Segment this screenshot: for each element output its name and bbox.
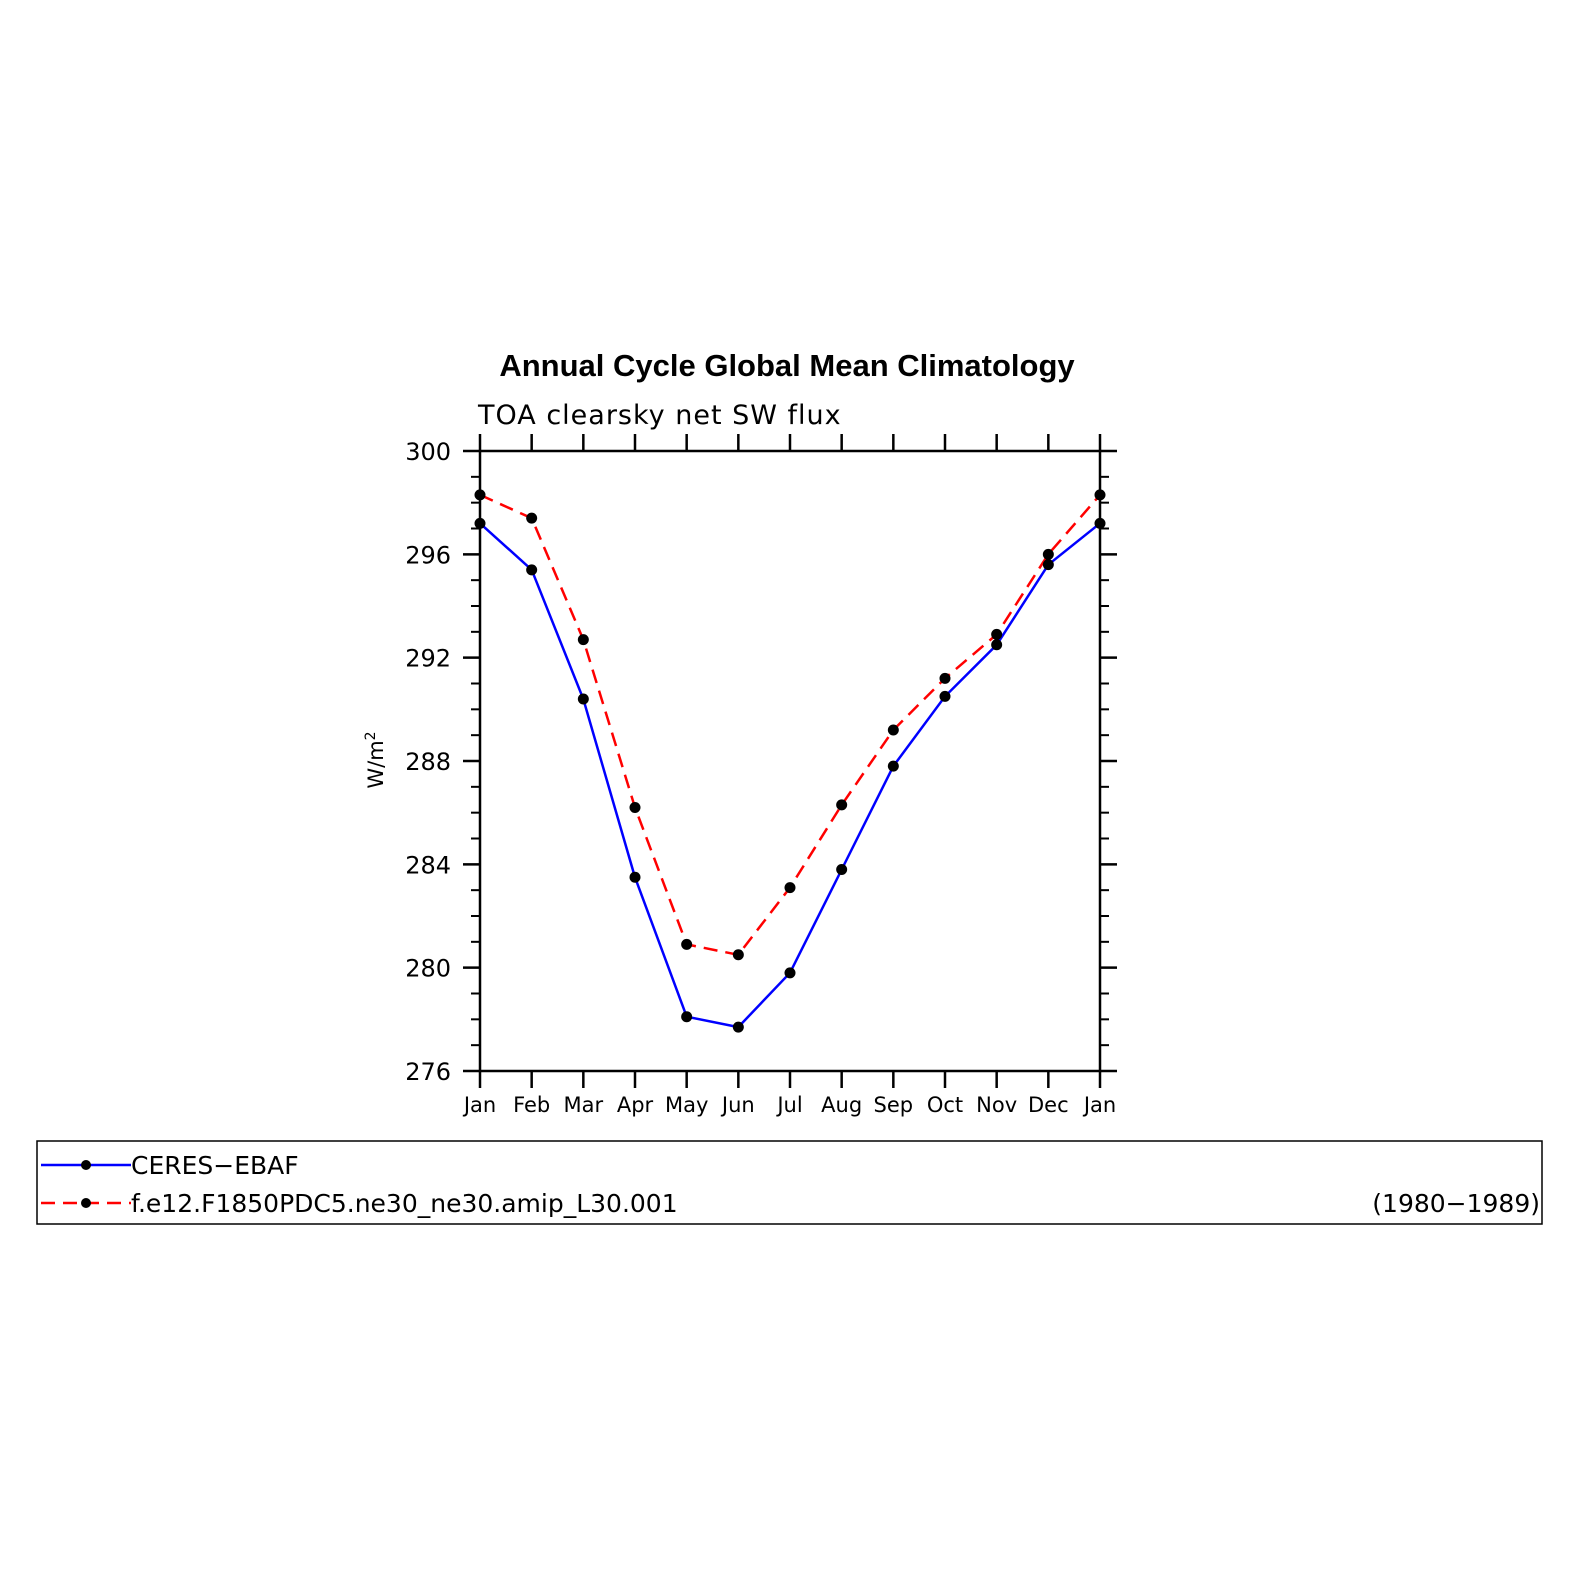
series-1-point bbox=[1094, 489, 1106, 501]
series-0-point bbox=[991, 639, 1003, 651]
y-axis-label-text: W/m bbox=[364, 740, 388, 788]
legend-period: (1980−1989) bbox=[1372, 1189, 1540, 1218]
y-tick-label: 292 bbox=[405, 645, 451, 673]
x-tick-label: May bbox=[665, 1093, 708, 1117]
x-tick-label: Oct bbox=[927, 1093, 963, 1117]
series-layer bbox=[474, 489, 1106, 1033]
series-0-point bbox=[887, 760, 899, 772]
series-0-point bbox=[681, 1011, 693, 1023]
x-tick-label: Jan bbox=[462, 1093, 496, 1117]
series-1-point bbox=[577, 634, 589, 646]
y-tick-label: 276 bbox=[405, 1058, 451, 1086]
x-tick-label: Aug bbox=[821, 1093, 862, 1117]
series-0-point bbox=[836, 864, 848, 875]
y-tick-label: 284 bbox=[405, 851, 451, 879]
series-0-point bbox=[526, 564, 538, 576]
x-axis: Jan Feb Mar Apr May Jun Jul Aug Sep Oct Nov Dec Jan bbox=[462, 434, 1116, 1117]
legend-box bbox=[36, 1140, 1543, 1225]
chart-title: Annual Cycle Global Mean Climatology bbox=[499, 348, 1075, 383]
x-tick-label: Jan bbox=[1082, 1093, 1116, 1117]
series-1-point bbox=[836, 799, 848, 811]
series-0-point bbox=[577, 693, 589, 705]
legend: CERES−EBAF f.e12.F1850PDC5.ne30_ne30.ami… bbox=[36, 1140, 1543, 1225]
series-line-0 bbox=[479, 522, 1101, 1029]
series-1-point bbox=[732, 949, 744, 961]
series-1-point bbox=[681, 938, 693, 950]
y-tick-label: 300 bbox=[405, 438, 451, 466]
x-tick-label: Jul bbox=[775, 1093, 802, 1117]
y-axis-label-superscript: 2 bbox=[363, 731, 379, 740]
series-0-point bbox=[939, 690, 951, 702]
y-tick-label: 296 bbox=[405, 541, 451, 569]
series-0-point bbox=[1042, 559, 1054, 571]
series-0-point bbox=[784, 967, 796, 979]
x-tick-label: Apr bbox=[617, 1093, 654, 1117]
legend-swatch-marker-ceres-ebaf bbox=[81, 1160, 91, 1170]
series-1-point bbox=[1042, 548, 1054, 560]
series-1-point bbox=[939, 672, 951, 684]
x-tick-label: Mar bbox=[564, 1093, 604, 1117]
legend-label-model-run: f.e12.F1850PDC5.ne30_ne30.amip_L30.001 bbox=[131, 1189, 678, 1218]
series-0-point bbox=[474, 517, 486, 529]
x-tick-label: Dec bbox=[1028, 1093, 1069, 1117]
series-1-point bbox=[474, 489, 486, 501]
series-0-point bbox=[1094, 517, 1106, 529]
y-tick-label: 280 bbox=[405, 955, 451, 983]
series-1-point bbox=[784, 882, 796, 894]
series-1-point bbox=[887, 724, 899, 736]
x-tick-label: Feb bbox=[513, 1093, 550, 1117]
legend-swatch-marker-model-run bbox=[81, 1198, 91, 1208]
x-tick-label: Sep bbox=[874, 1093, 914, 1117]
series-1-point bbox=[526, 512, 538, 524]
legend-item-ceres-ebaf: CERES−EBAF bbox=[41, 1151, 299, 1180]
legend-item-model-run: f.e12.F1850PDC5.ne30_ne30.amip_L30.001 (… bbox=[41, 1189, 1540, 1218]
legend-label-ceres-ebaf: CERES−EBAF bbox=[131, 1151, 299, 1180]
y-axis-label: W/m2 bbox=[363, 731, 388, 788]
y-tick-label: 288 bbox=[405, 748, 451, 776]
x-tick-label: Nov bbox=[976, 1093, 1017, 1117]
series-0-point bbox=[629, 871, 641, 883]
y-axis: 276 280 284 288 292 296 300 bbox=[405, 438, 1117, 1086]
series-0-point bbox=[732, 1021, 744, 1033]
chart-subtitle: TOA clearsky net SW flux bbox=[477, 400, 842, 431]
x-tick-label: Jun bbox=[720, 1093, 755, 1117]
series-1-point bbox=[629, 802, 641, 813]
series-1-point bbox=[991, 628, 1003, 640]
